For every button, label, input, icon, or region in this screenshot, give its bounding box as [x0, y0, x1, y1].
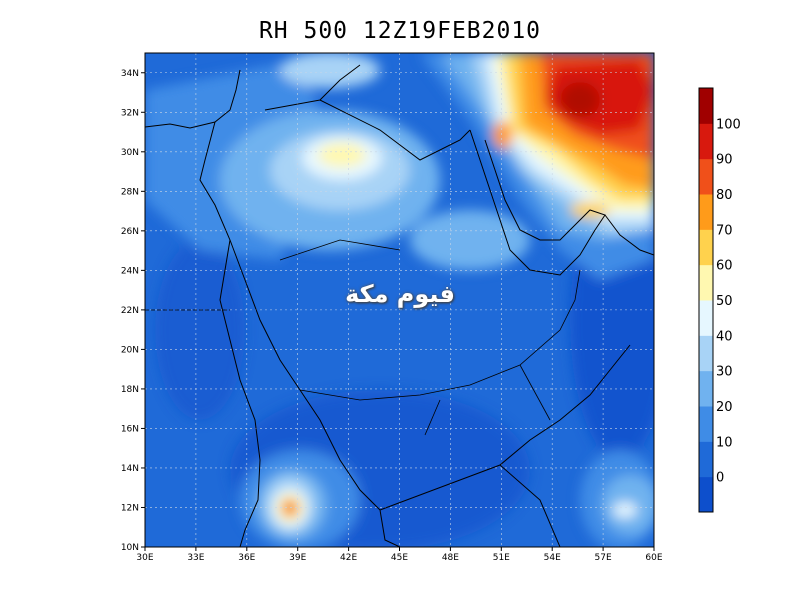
- lat-tick-label: 26N: [121, 227, 139, 237]
- lat-tick-label: 34N: [121, 69, 139, 79]
- colorbar-label: 20: [716, 400, 733, 415]
- longitude-axis: 30E 33E 36E 39E 42E 45E 48E 51E 54E 57E 60E: [136, 547, 663, 563]
- colorbar-label: 10: [716, 435, 733, 450]
- colorbar-segment: [699, 194, 713, 230]
- colorbar-label: 40: [716, 329, 733, 344]
- colorbar-segment: [699, 264, 713, 301]
- colorbar-label: 30: [716, 365, 733, 380]
- lat-tick-label: 20N: [121, 345, 139, 355]
- lat-tick-label: 30N: [121, 148, 139, 158]
- grid-lines: [145, 53, 654, 547]
- colorbar-segment: [699, 88, 713, 124]
- lon-tick-label: 45E: [391, 553, 408, 563]
- map-title: RH 500 12Z19FEB2010: [258, 18, 542, 44]
- lon-tick-label: 36E: [238, 553, 255, 563]
- lat-tick-label: 18N: [121, 385, 139, 395]
- colorbar-segment: [699, 123, 713, 160]
- lat-tick-label: 16N: [121, 424, 139, 434]
- colorbar-segment: [699, 158, 713, 195]
- lon-tick-label: 54E: [544, 553, 561, 563]
- colorbar-segment: [699, 476, 713, 513]
- lon-tick-label: 30E: [136, 553, 153, 563]
- colorbar-label: 100: [716, 117, 741, 132]
- lon-tick-label: 51E: [493, 553, 510, 563]
- lat-tick-label: 12N: [121, 503, 139, 513]
- colorbar-segment: [699, 229, 713, 266]
- lon-tick-label: 57E: [595, 553, 612, 563]
- colorbar-label: 70: [716, 223, 733, 238]
- colorbar-segment: [699, 370, 713, 407]
- lat-tick-label: 14N: [121, 464, 139, 474]
- lat-tick-label: 28N: [121, 187, 139, 197]
- colorbar-label: 50: [716, 294, 733, 309]
- lat-tick-label: 24N: [121, 266, 139, 276]
- colorbar-frame: [698, 87, 714, 513]
- colorbar-segment: [699, 406, 713, 442]
- colorbar-segment: [699, 335, 713, 372]
- colorbar-segment: [699, 300, 713, 336]
- colorbar-label: 0: [716, 471, 724, 486]
- lon-tick-label: 42E: [340, 553, 357, 563]
- watermark-text: فيوم مكة: [345, 280, 455, 308]
- lat-tick-label: 22N: [121, 306, 139, 316]
- colorbar-label: 90: [716, 153, 733, 168]
- colorbar-segment: [699, 441, 713, 478]
- coastlines: [145, 64, 654, 547]
- lon-tick-label: 60E: [645, 553, 662, 563]
- borders: [145, 239, 581, 436]
- lat-tick-label: 10N: [121, 543, 139, 553]
- lon-tick-label: 48E: [442, 553, 459, 563]
- colorbar-label: 80: [716, 188, 733, 203]
- colorbar: 0 10 20 30 40 50 60 70 80 90 100: [698, 87, 741, 513]
- latitude-axis: 10N 12N 14N 16N 18N 20N 22N 24N 26N 28N 30N 32N 34N: [121, 69, 145, 553]
- lon-tick-label: 39E: [289, 553, 306, 563]
- lat-tick-label: 32N: [121, 108, 139, 118]
- lon-tick-label: 33E: [187, 553, 204, 563]
- colorbar-label: 60: [716, 259, 733, 274]
